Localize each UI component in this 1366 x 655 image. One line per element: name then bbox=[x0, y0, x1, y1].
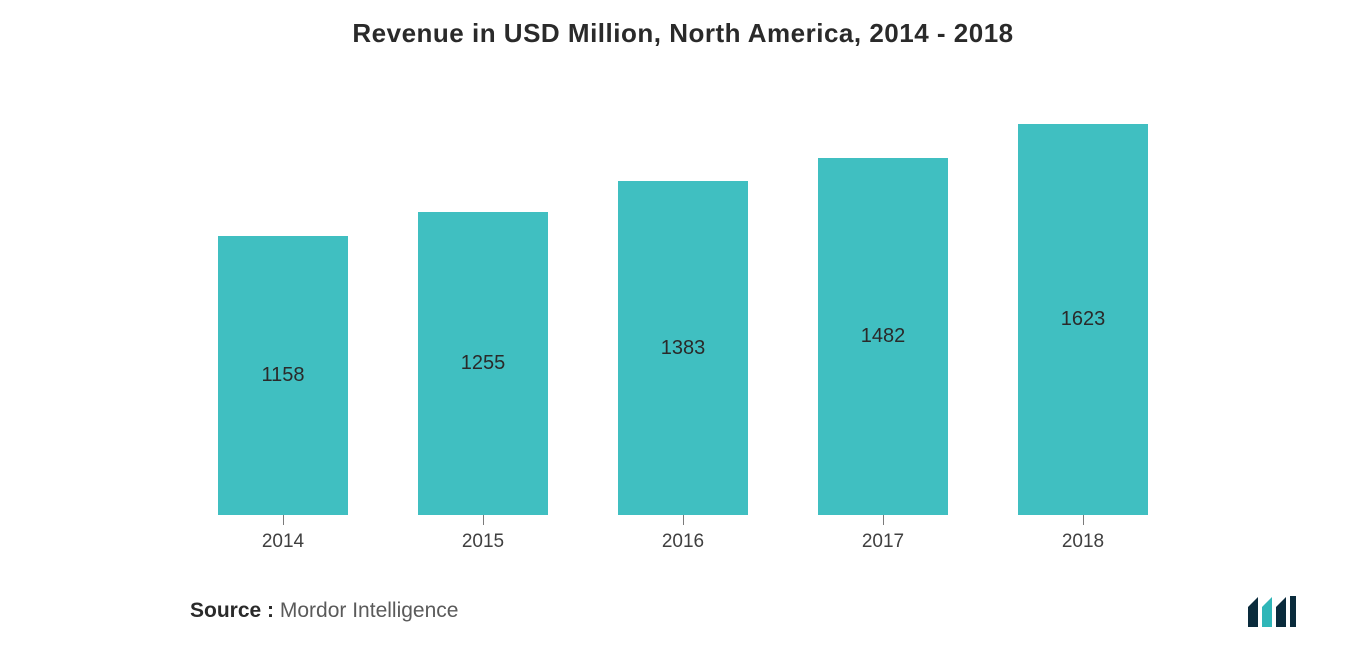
x-axis-label: 2014 bbox=[262, 531, 304, 553]
x-axis-label: 2015 bbox=[462, 531, 504, 553]
bar: 1623 bbox=[1018, 124, 1148, 515]
chart-container: Revenue in USD Million, North America, 2… bbox=[0, 0, 1366, 655]
bar: 1255 bbox=[418, 212, 548, 515]
bar-column: 1482 2017 bbox=[818, 158, 948, 553]
brand-logo-icon bbox=[1246, 593, 1306, 629]
x-axis-label: 2018 bbox=[1062, 531, 1104, 553]
axis-tick bbox=[683, 515, 684, 525]
source-value: Mordor Intelligence bbox=[280, 599, 459, 622]
bar-column: 1158 2014 bbox=[218, 236, 348, 553]
bar-column: 1255 2015 bbox=[418, 212, 548, 553]
bar-column: 1383 2016 bbox=[618, 181, 748, 553]
plot-area: 1158 2014 1255 2015 1383 2016 1482 2017 1623 2018 bbox=[0, 49, 1366, 553]
source-line: Source : Mordor Intelligence bbox=[190, 599, 458, 623]
bar: 1482 bbox=[818, 158, 948, 515]
source-label: Source : bbox=[190, 599, 274, 622]
bar-column: 1623 2018 bbox=[1018, 124, 1148, 553]
axis-tick bbox=[283, 515, 284, 525]
axis-tick bbox=[483, 515, 484, 525]
chart-title: Revenue in USD Million, North America, 2… bbox=[0, 0, 1366, 49]
bar: 1383 bbox=[618, 181, 748, 515]
footer: Source : Mordor Intelligence bbox=[0, 553, 1366, 655]
x-axis-label: 2016 bbox=[662, 531, 704, 553]
bar: 1158 bbox=[218, 236, 348, 515]
axis-tick bbox=[1083, 515, 1084, 525]
axis-tick bbox=[883, 515, 884, 525]
x-axis-label: 2017 bbox=[862, 531, 904, 553]
